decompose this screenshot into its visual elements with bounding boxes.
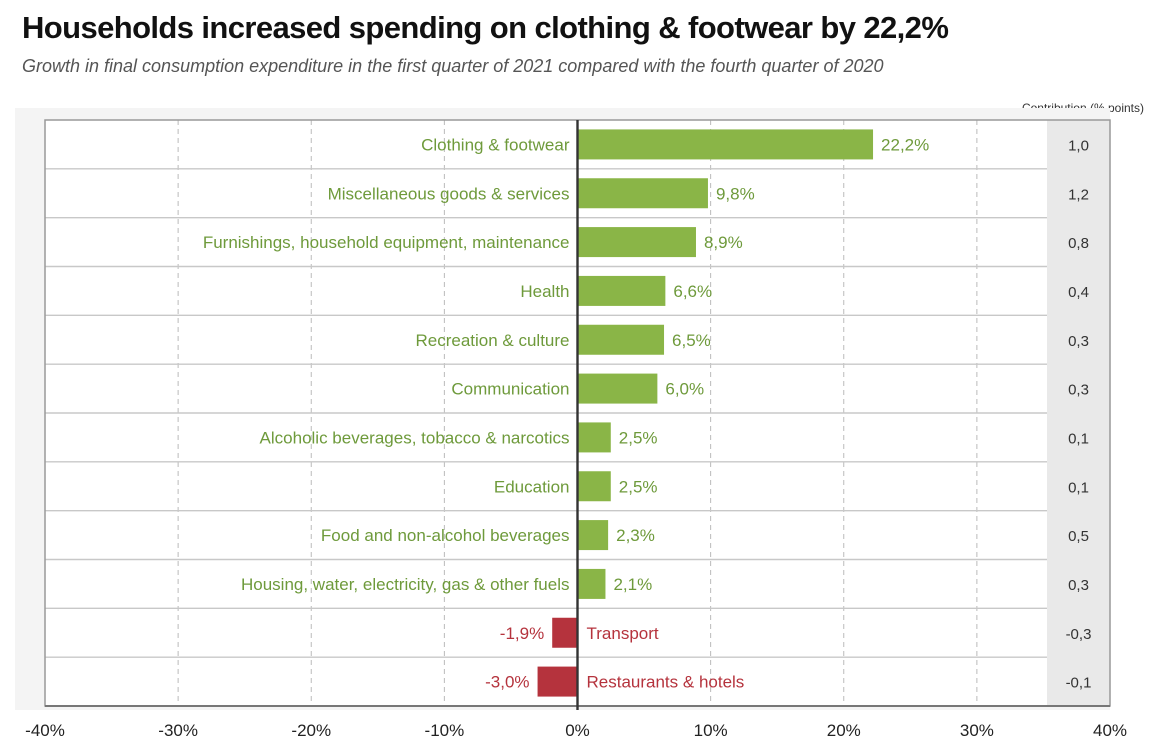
- contribution-value: 0,3: [1068, 333, 1089, 350]
- x-tick-label: 0%: [565, 721, 590, 740]
- category-label: Education: [494, 477, 570, 496]
- category-label: Health: [520, 282, 569, 301]
- x-tick-label: 30%: [960, 721, 994, 740]
- category-label: Restaurants & hotels: [587, 673, 745, 692]
- x-tick-label: -20%: [291, 721, 331, 740]
- bar: [577, 471, 611, 502]
- chart-subtitle: Growth in final consumption expenditure …: [22, 56, 884, 76]
- value-label: -1,9%: [500, 624, 544, 643]
- bar: [537, 666, 578, 697]
- x-tick-label: -10%: [425, 721, 465, 740]
- value-label: 8,9%: [704, 233, 743, 252]
- x-tick-label: -30%: [158, 721, 198, 740]
- bar: [577, 275, 666, 306]
- category-label: Miscellaneous goods & services: [328, 184, 570, 203]
- contribution-value: -0,1: [1066, 675, 1092, 692]
- x-tick-label: 10%: [694, 721, 728, 740]
- value-label: 6,0%: [665, 380, 704, 399]
- value-label: -3,0%: [485, 673, 529, 692]
- value-label: 2,1%: [613, 575, 652, 594]
- contribution-column: [1047, 120, 1110, 706]
- category-label: Alcoholic beverages, tobacco & narcotics: [260, 428, 570, 447]
- contribution-value: 1,0: [1068, 137, 1089, 154]
- x-tick-label: -40%: [25, 721, 65, 740]
- contribution-value: 0,8: [1068, 235, 1089, 252]
- x-tick-label: 40%: [1093, 721, 1127, 740]
- contribution-value: 0,3: [1068, 577, 1089, 594]
- bar: [577, 373, 658, 404]
- contribution-value: 0,4: [1068, 284, 1089, 301]
- value-label: 2,5%: [619, 477, 658, 496]
- bar: [577, 178, 708, 209]
- category-label: Clothing & footwear: [421, 135, 570, 154]
- bar: [577, 422, 611, 453]
- chart-title: Households increased spending on clothin…: [22, 10, 949, 45]
- contribution-value: 0,3: [1068, 382, 1089, 399]
- bar: [577, 227, 696, 258]
- category-label: Communication: [451, 380, 569, 399]
- contribution-value: 1,2: [1068, 186, 1089, 203]
- bar: [577, 568, 606, 599]
- category-label: Housing, water, electricity, gas & other…: [241, 575, 570, 594]
- bar: [577, 129, 874, 160]
- category-label: Furnishings, household equipment, mainte…: [203, 233, 570, 252]
- value-label: 2,5%: [619, 428, 658, 447]
- bar-chart: Clothing & footwear 22,2% 1,0 Miscellaneous…: [15, 108, 1127, 740]
- category-label: Recreation & culture: [415, 331, 569, 350]
- value-label: 22,2%: [881, 135, 929, 154]
- x-tick-label: 20%: [827, 721, 861, 740]
- contribution-value: 0,1: [1068, 430, 1089, 447]
- contribution-value: 0,5: [1068, 528, 1089, 545]
- bar: [552, 617, 578, 648]
- category-label: Food and non-alcohol beverages: [321, 526, 570, 545]
- value-label: 2,3%: [616, 526, 655, 545]
- contribution-value: 0,1: [1068, 479, 1089, 496]
- category-label: Transport: [587, 624, 659, 643]
- bar: [577, 520, 609, 551]
- value-label: 6,6%: [673, 282, 712, 301]
- value-label: 9,8%: [716, 184, 755, 203]
- value-label: 6,5%: [672, 331, 711, 350]
- bar: [577, 324, 665, 355]
- contribution-value: -0,3: [1066, 626, 1092, 643]
